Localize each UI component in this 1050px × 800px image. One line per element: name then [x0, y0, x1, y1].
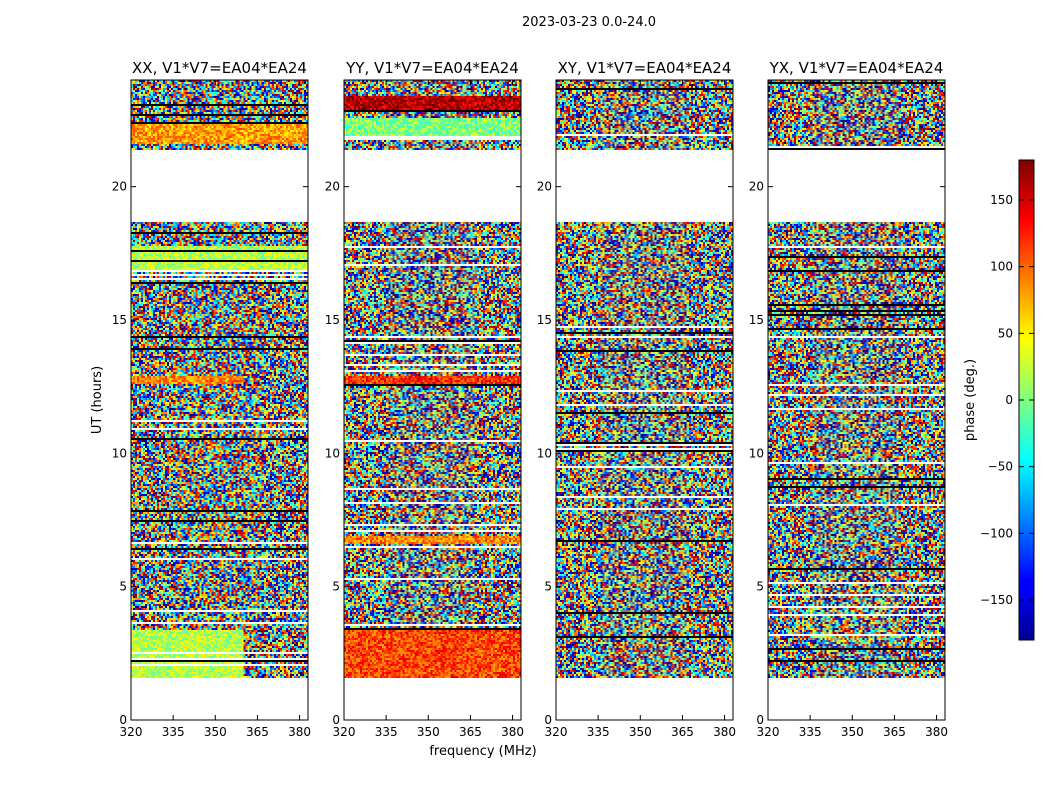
panel-yy: YY, V1*V7=EA04*EA24 320 335 350 365 380 0 5 10 15…: [325, 59, 524, 739]
x-tick-label: 320: [545, 725, 568, 739]
panel-title: XX, V1*V7=EA04*EA24: [132, 59, 307, 77]
y-tick-label: 5: [119, 580, 127, 594]
x-tick-label: 380: [288, 725, 311, 739]
x-axis-label: frequency (MHz): [429, 744, 536, 759]
x-tick-label: 365: [459, 725, 482, 739]
y-tick-label: 15: [325, 313, 340, 327]
colorbar-tick-label: 0: [1005, 393, 1013, 407]
x-tick-label: 335: [375, 725, 398, 739]
panel-title: XY, V1*V7=EA04*EA24: [558, 59, 732, 77]
colorbar-tick-label: 50: [998, 326, 1013, 340]
x-tick-label: 350: [417, 725, 440, 739]
y-tick-label: 5: [544, 580, 552, 594]
y-tick-label: 0: [756, 713, 764, 727]
x-tick-label: 350: [204, 725, 227, 739]
axes-frame: [767, 79, 946, 721]
x-tick-label: 350: [841, 725, 864, 739]
y-tick-label: 0: [332, 713, 340, 727]
y-tick-label: 10: [112, 446, 127, 460]
y-tick-label: 0: [119, 713, 127, 727]
colorbar-tick-label: −50: [988, 460, 1013, 474]
x-tick-label: 320: [757, 725, 780, 739]
colorbar-tick-label: −100: [980, 526, 1013, 540]
y-tick-label: 15: [749, 313, 764, 327]
phase-heatmap-yx: [768, 80, 945, 720]
x-tick-label: 380: [501, 725, 524, 739]
y-tick-label: 0: [544, 713, 552, 727]
y-tick-label: 10: [325, 446, 340, 460]
x-tick-label: 335: [799, 725, 822, 739]
x-tick-label: 365: [246, 725, 269, 739]
colorbar-ticks: 150 100 50 0 −50 −100 −150: [980, 193, 1034, 607]
phase-heatmap-xy: [556, 80, 733, 720]
y-axis-label: UT (hours): [90, 366, 105, 434]
y-tick-label: 5: [332, 580, 340, 594]
y-tick-label: 20: [537, 180, 552, 194]
colorbar-tick-label: 100: [990, 260, 1013, 274]
y-tick-label: 10: [749, 446, 764, 460]
x-tick-label: 380: [925, 725, 948, 739]
colorbar: 150 100 50 0 −50 −100 −150 phase (deg.): [963, 159, 1035, 641]
x-tick-label: 350: [629, 725, 652, 739]
panel-title: YX, V1*V7=EA04*EA24: [769, 59, 944, 77]
y-tick-label: 20: [749, 180, 764, 194]
colorbar-tick-label: 150: [990, 193, 1013, 207]
x-tick-label: 365: [671, 725, 694, 739]
x-tick-label: 335: [587, 725, 610, 739]
panel-xy: XY, V1*V7=EA04*EA24 320 335 350 365 380 0 5 10 15…: [537, 59, 736, 739]
y-tick-label: 20: [112, 180, 127, 194]
axes-frame: [130, 79, 309, 721]
x-tick-label: 380: [713, 725, 736, 739]
x-tick-label: 320: [120, 725, 143, 739]
axes-frame: [555, 79, 734, 721]
y-tick-label: 20: [325, 180, 340, 194]
panel-yx: YX, V1*V7=EA04*EA24 320 335 350 365 380 0 5 10 15…: [749, 59, 948, 739]
phase-heatmap-xx: [131, 80, 308, 720]
suptitle: 2023-03-23 0.0-24.0: [522, 15, 656, 30]
y-tick-label: 10: [537, 446, 552, 460]
x-tick-label: 320: [333, 725, 356, 739]
colorbar-label: phase (deg.): [963, 359, 978, 441]
axes-frame: [343, 79, 522, 721]
panel-xx: XX, V1*V7=EA04*EA24 320 335 350 365 380 0 5 10 15…: [112, 59, 311, 739]
phase-heatmap-yy: [344, 80, 521, 720]
y-tick-label: 15: [537, 313, 552, 327]
panels: XX, V1*V7=EA04*EA24 320 335 350 365 380 0 5 10 15…: [112, 59, 948, 739]
colorbar-tick-label: −150: [980, 593, 1013, 607]
y-tick-label: 15: [112, 313, 127, 327]
panel-title: YY, V1*V7=EA04*EA24: [345, 59, 519, 77]
x-tick-label: 365: [883, 725, 906, 739]
y-tick-label: 5: [756, 580, 764, 594]
x-tick-label: 335: [162, 725, 185, 739]
